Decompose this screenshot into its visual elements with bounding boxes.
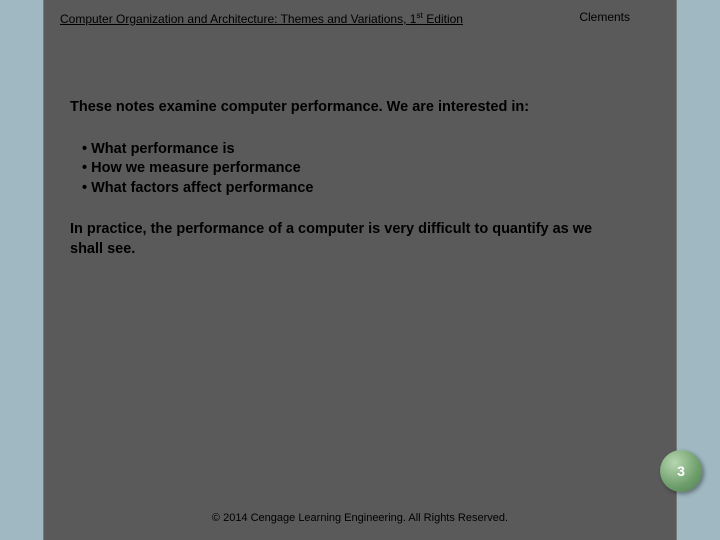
slide: Computer Organization and Architecture: … xyxy=(0,0,720,540)
left-border-band xyxy=(0,0,44,540)
header-author: Clements xyxy=(579,10,630,24)
closing-text: In practice, the performance of a comput… xyxy=(70,220,610,259)
page-number: 3 xyxy=(677,463,685,479)
header-title: Computer Organization and Architecture: … xyxy=(60,12,463,26)
bullet-item: What factors affect performance xyxy=(82,179,660,199)
header-title-part1: Computer Organization and Architecture: … xyxy=(60,12,416,26)
page-number-badge: 3 xyxy=(660,450,702,492)
copyright-footer: © 2014 Cengage Learning Engineering. All… xyxy=(0,512,720,524)
bullet-item: How we measure performance xyxy=(82,159,660,179)
bullet-list: What performance is How we measure perfo… xyxy=(70,140,660,199)
slide-content: These notes examine computer performance… xyxy=(70,98,660,259)
header-title-part2: Edition xyxy=(423,12,463,26)
slide-header: Computer Organization and Architecture: … xyxy=(60,10,660,26)
intro-text: These notes examine computer performance… xyxy=(70,98,660,118)
bullet-item: What performance is xyxy=(82,140,660,160)
